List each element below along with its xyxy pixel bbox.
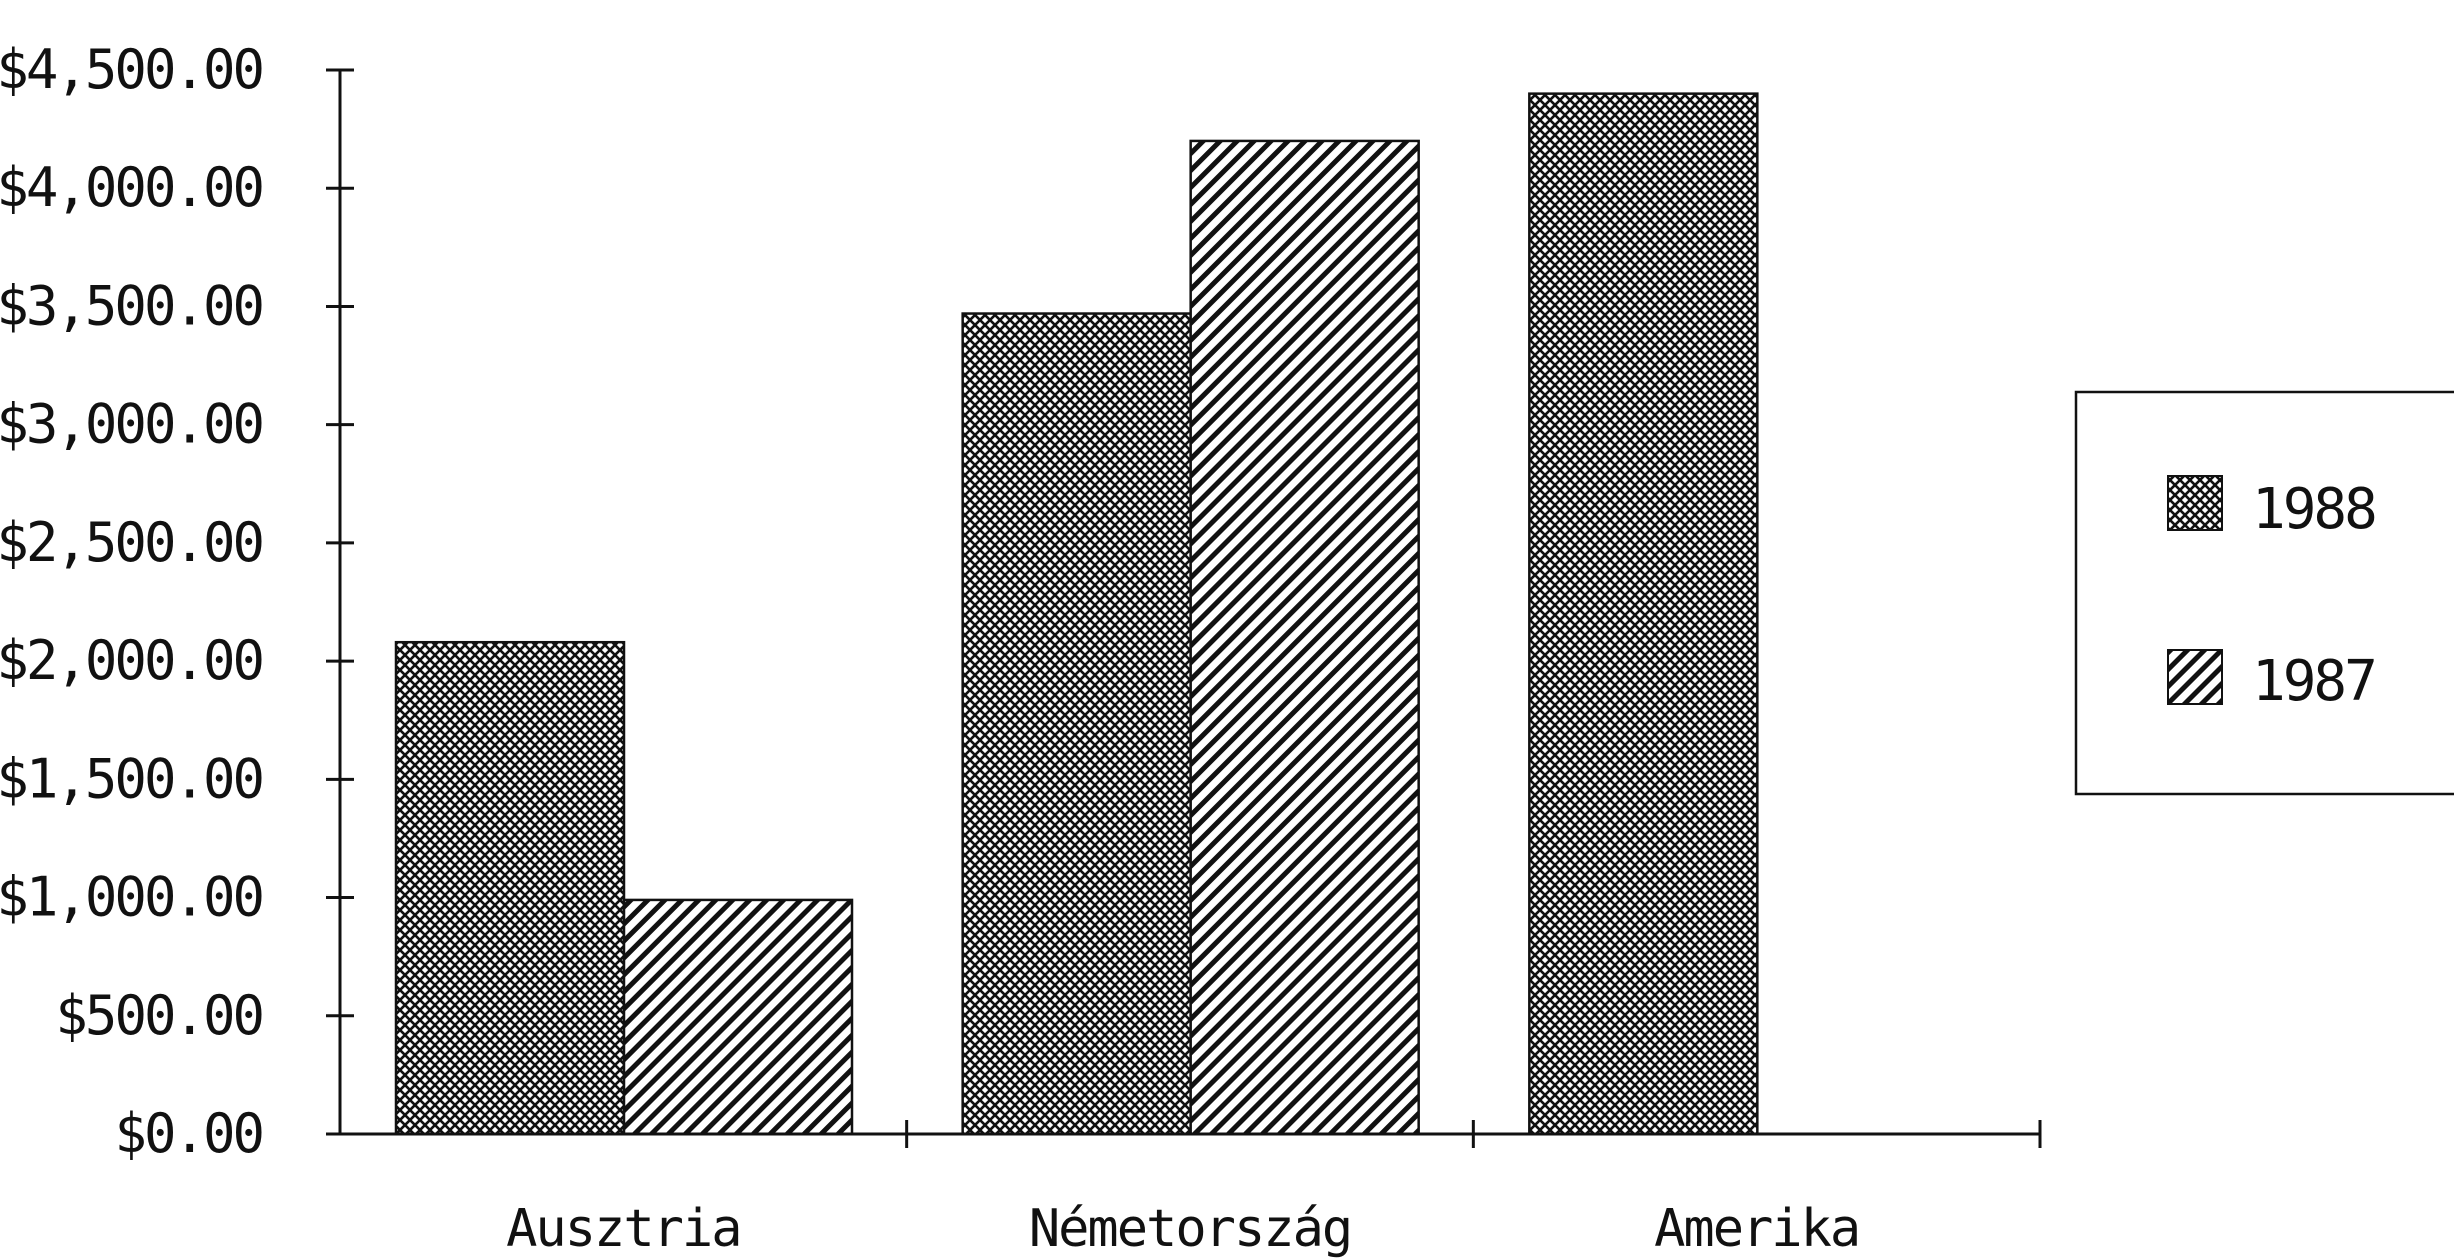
y-tick-label: $4,000.00	[0, 156, 262, 219]
category-label: Németország	[1029, 1199, 1351, 1258]
y-tick-label: $3,500.00	[0, 274, 262, 337]
legend-label-1988: 1988	[2252, 477, 2375, 542]
bar-1987-1	[1189, 139, 1420, 1136]
bar-1988-0	[394, 640, 626, 1136]
bar-1988-1	[961, 312, 1192, 1136]
legend-box	[2074, 390, 2454, 796]
legend-label-1987: 1987	[2252, 649, 2375, 714]
y-tick-label: $1,500.00	[0, 747, 262, 810]
bar-1987-0	[622, 898, 854, 1136]
legend-swatch-1988	[2167, 475, 2223, 531]
y-tick-labels: $0.00 $500.00 $1,000.00 $1,500.00 $2,000.00 $…	[0, 38, 265, 1165]
legend-swatch-1987	[2167, 649, 2223, 705]
y-tick-label: $1,000.00	[0, 866, 262, 929]
category-label: Amerika	[1654, 1199, 1859, 1258]
x-ticks	[905, 1120, 2042, 1148]
y-ticks	[326, 68, 354, 1136]
y-tick-label: $500.00	[55, 984, 262, 1047]
legend: 1988 1987	[2074, 390, 2454, 796]
category-labels: Ausztria Németország Amerika	[506, 1199, 1861, 1258]
y-tick-label: $2,000.00	[0, 629, 262, 692]
axes-group	[326, 68, 2042, 1148]
y-tick-label: $3,000.00	[0, 393, 262, 456]
y-tick-label: $4,500.00	[0, 38, 262, 101]
y-tick-label: $0.00	[114, 1102, 262, 1165]
bar-1988-2	[1528, 92, 1759, 1136]
y-tick-label: $2,500.00	[0, 511, 262, 574]
category-label: Ausztria	[506, 1199, 740, 1258]
bars-group	[394, 92, 1759, 1136]
